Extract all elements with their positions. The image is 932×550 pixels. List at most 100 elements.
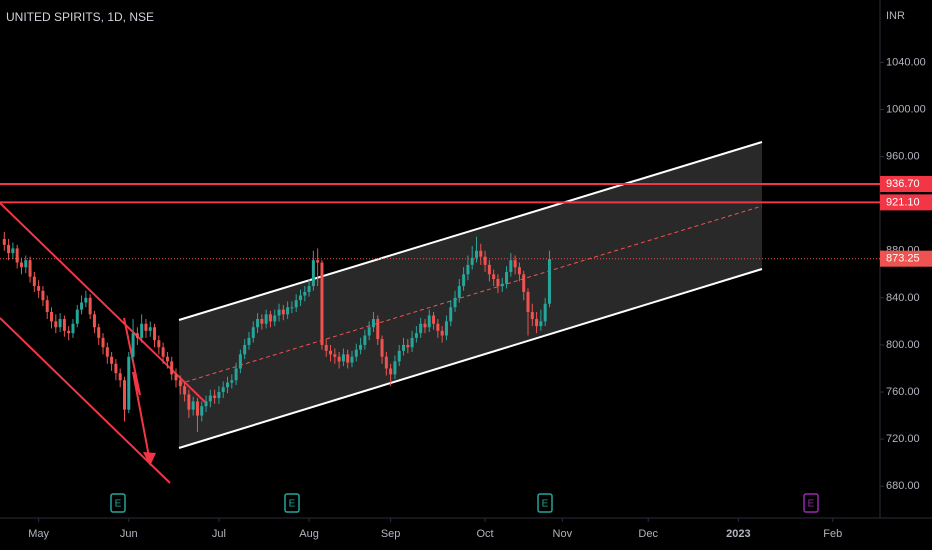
y-tick-label: 800.00 [886, 339, 920, 351]
event-marker [284, 493, 300, 513]
candle-body [264, 314, 268, 324]
candle-body [217, 392, 221, 398]
candle-body [50, 311, 54, 322]
candle-body [294, 300, 298, 308]
candle-body [479, 250, 483, 257]
currency-label: INR [886, 10, 905, 22]
candle-body [101, 337, 105, 348]
candle-body [363, 335, 367, 345]
candle-body [75, 309, 79, 324]
y-tick-label: 840.00 [886, 292, 920, 304]
candle-body [470, 257, 474, 265]
candle-body [161, 347, 165, 357]
candle-body [397, 350, 401, 362]
candle-body [251, 327, 255, 338]
candle-body [402, 344, 406, 351]
candle-body [131, 333, 135, 357]
candle-body [238, 354, 242, 369]
x-tick-label: Sep [381, 528, 401, 540]
candle-body [286, 307, 290, 315]
event-label: E [542, 499, 549, 510]
y-tick-label: 960.00 [886, 150, 920, 162]
candle-body [384, 356, 388, 369]
candle-body [230, 380, 234, 383]
candle-body [178, 380, 182, 387]
candle-body [41, 290, 45, 301]
candle-body [410, 337, 414, 348]
candle-body [7, 244, 11, 254]
candle-body [256, 319, 260, 328]
candle-body [324, 344, 328, 351]
candle-body [509, 260, 513, 272]
candle-body [440, 330, 444, 336]
candle-body [329, 350, 333, 355]
x-tick-label: Dec [638, 528, 658, 540]
candle-body [457, 286, 461, 298]
candle-body [290, 307, 294, 309]
trend-line [0, 317, 171, 484]
candle-body [359, 344, 363, 350]
candle-body [234, 368, 238, 381]
candle-body [32, 276, 36, 287]
candle-body [195, 401, 199, 416]
candle-body [88, 297, 92, 315]
candle-body [208, 395, 212, 402]
candle-body [80, 302, 84, 310]
candle-body [118, 373, 122, 381]
candle-body [462, 274, 466, 287]
candle-body [71, 323, 75, 334]
candle-body [303, 291, 307, 296]
candle-body [432, 315, 436, 324]
channel-midline [178, 205, 763, 385]
candle-body [114, 363, 118, 374]
candle-body [419, 323, 423, 334]
candle-body [165, 356, 169, 362]
candle-body [2, 238, 6, 245]
y-tick-label: 1040.00 [886, 56, 926, 68]
y-tick-label: 680.00 [886, 480, 920, 492]
candle-body [187, 394, 191, 410]
candle-body [530, 311, 534, 320]
level-label: 936.70 [886, 178, 920, 190]
candle-body [333, 354, 337, 357]
candle-body [157, 340, 161, 348]
event-label: E [115, 499, 122, 510]
candle-body [213, 395, 217, 398]
candle-body [97, 327, 101, 338]
candle-body [367, 327, 371, 336]
candle-body [28, 260, 32, 277]
event-marker [803, 493, 819, 513]
candle-body [105, 347, 109, 357]
candle-body [543, 303, 547, 322]
candle-body [389, 368, 393, 375]
candle-body [341, 354, 345, 362]
last-price-tag [880, 250, 932, 267]
candle-body [423, 323, 427, 328]
candle-body [19, 262, 23, 268]
x-tick-label: Jun [120, 528, 138, 540]
candle-body [526, 291, 530, 312]
candle-body [62, 319, 66, 331]
candle-body [15, 248, 19, 263]
candle-body [547, 259, 551, 304]
candle-body [200, 406, 204, 416]
x-tick-label: 2023 [726, 528, 750, 540]
candle-body [535, 319, 539, 327]
candle-body [67, 330, 71, 334]
candle-body [539, 321, 543, 327]
event-label: E [808, 499, 815, 510]
x-tick-label: Feb [823, 528, 842, 540]
candle-body [492, 274, 496, 280]
candle-body [45, 300, 49, 312]
candle-body [174, 374, 178, 381]
channel-upper [178, 141, 763, 321]
candle-body [449, 307, 453, 322]
candle-body [354, 349, 358, 357]
y-tick-label: 720.00 [886, 433, 920, 445]
candle-body [466, 264, 470, 275]
candle-body [350, 356, 354, 363]
candle-body [221, 387, 225, 393]
candle-body [453, 297, 457, 308]
